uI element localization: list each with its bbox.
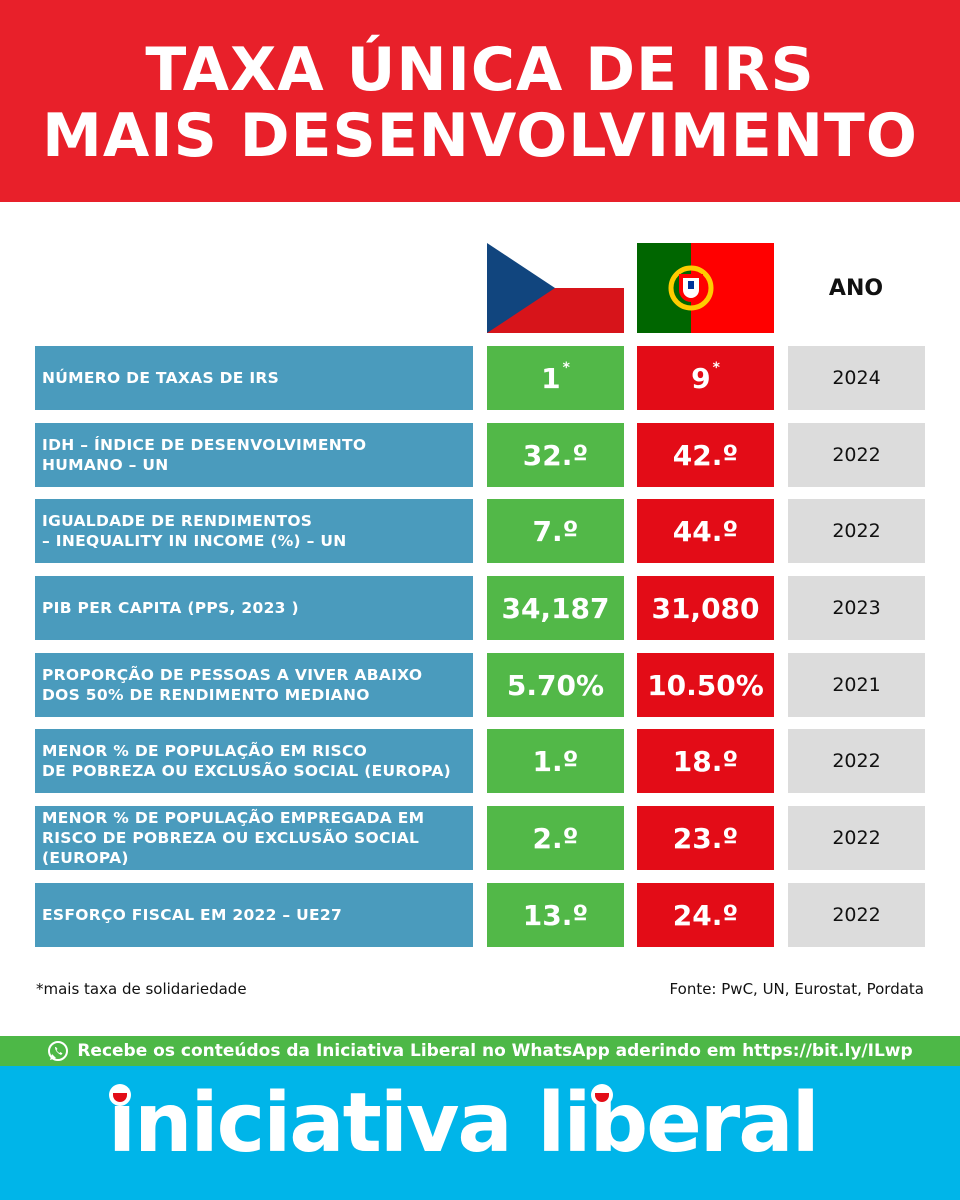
row-label-text: PIB PER CAPITA (PPS, 2023 ) bbox=[42, 599, 299, 617]
year-value-text: 2021 bbox=[832, 674, 881, 696]
table-row: PROPORÇÃO DE PESSOAS A VIVER ABAIXO DOS … bbox=[35, 653, 925, 717]
year-value-text: 2023 bbox=[832, 597, 881, 619]
czech-value-text: 32.º bbox=[522, 438, 589, 472]
table-row: IGUALDADE DE RENDIMENTOS – INEQUALITY IN… bbox=[35, 499, 925, 563]
portugal-value: 9 * bbox=[637, 346, 774, 410]
year-value: 2023 bbox=[788, 576, 925, 640]
row-label-text: PROPORÇÃO DE PESSOAS A VIVER ABAIXO DOS … bbox=[42, 666, 423, 704]
czech-value: 34,187 bbox=[487, 576, 624, 640]
row-label-text: IDH – ÍNDICE DE DESENVOLVIMENTO HUMANO –… bbox=[42, 436, 367, 474]
logo-dot-icon bbox=[591, 1084, 613, 1106]
table-row: NÚMERO DE TAXAS DE IRS 1 * 9 * 2024 bbox=[35, 346, 925, 410]
portugal-value: 24.º bbox=[637, 883, 774, 947]
footnote-mark: * bbox=[712, 360, 720, 376]
portugal-value-text: 24.º bbox=[672, 898, 739, 932]
row-label-text: MENOR % DE POPULAÇÃO EMPREGADA EM RISCO … bbox=[42, 809, 425, 867]
year-value-text: 2022 bbox=[832, 520, 881, 542]
row-label-text: ESFORÇO FISCAL EM 2022 – UE27 bbox=[42, 906, 343, 924]
portugal-value: 18.º bbox=[637, 729, 774, 793]
footnote: *mais taxa de solidariedade bbox=[36, 980, 247, 998]
brand-logo: iniciativa liberal bbox=[108, 1076, 820, 1171]
portugal-value: 42.º bbox=[637, 423, 774, 487]
year-value: 2022 bbox=[788, 806, 925, 870]
czech-value-text: 13.º bbox=[522, 898, 589, 932]
row-label: ESFORÇO FISCAL EM 2022 – UE27 bbox=[35, 883, 473, 947]
year-value: 2022 bbox=[788, 729, 925, 793]
czech-value-text: 2.º bbox=[532, 821, 579, 855]
header-banner: TAXA ÚNICA DE IRS MAIS DESENVOLVIMENTO bbox=[0, 0, 960, 202]
portugal-value: 23.º bbox=[637, 806, 774, 870]
portugal-flag-icon bbox=[637, 243, 774, 333]
portugal-value: 10.50% bbox=[637, 653, 774, 717]
year-value: 2022 bbox=[788, 423, 925, 487]
year-value: 2022 bbox=[788, 499, 925, 563]
whatsapp-text: Recebe os conteúdos da Iniciativa Libera… bbox=[77, 1041, 913, 1061]
row-label: NÚMERO DE TAXAS DE IRS bbox=[35, 346, 473, 410]
whatsapp-banner[interactable]: Recebe os conteúdos da Iniciativa Libera… bbox=[0, 1036, 960, 1066]
year-value-text: 2022 bbox=[832, 444, 881, 466]
year-value-text: 2022 bbox=[832, 827, 881, 849]
year-value-text: 2024 bbox=[832, 367, 881, 389]
year-value: 2021 bbox=[788, 653, 925, 717]
year-value-text: 2022 bbox=[832, 904, 881, 926]
czech-value: 2.º bbox=[487, 806, 624, 870]
czech-value-text: 34,187 bbox=[501, 591, 610, 625]
title-line-2: MAIS DESENVOLVIMENTO bbox=[42, 101, 918, 171]
czech-value-text: 7.º bbox=[532, 514, 579, 548]
row-label: IGUALDADE DE RENDIMENTOS – INEQUALITY IN… bbox=[35, 499, 473, 563]
portugal-value-text: 23.º bbox=[672, 821, 739, 855]
logo-dot-icon bbox=[109, 1084, 131, 1106]
czech-value-text: 1.º bbox=[532, 744, 579, 778]
row-label: PIB PER CAPITA (PPS, 2023 ) bbox=[35, 576, 473, 640]
czech-value: 32.º bbox=[487, 423, 624, 487]
czech-value: 1.º bbox=[487, 729, 624, 793]
czech-value: 1 * bbox=[487, 346, 624, 410]
portugal-value-text: 44.º bbox=[672, 514, 739, 548]
whatsapp-icon bbox=[47, 1040, 69, 1062]
source-note: Fonte: PwC, UN, Eurostat, Pordata bbox=[669, 980, 924, 998]
year-column-header: ANO bbox=[828, 276, 884, 301]
row-label-text: MENOR % DE POPULAÇÃO EM RISCO DE POBREZA… bbox=[42, 742, 452, 780]
year-value: 2022 bbox=[788, 883, 925, 947]
table-row: PIB PER CAPITA (PPS, 2023 ) 34,187 31,080 2… bbox=[35, 576, 925, 640]
czech-value: 5.70% bbox=[487, 653, 624, 717]
brand-footer bbox=[0, 1066, 960, 1200]
czech-flag-icon bbox=[487, 243, 624, 333]
portugal-value-text: 42.º bbox=[672, 438, 739, 472]
title-line-1: TAXA ÚNICA DE IRS bbox=[145, 35, 815, 105]
row-label: PROPORÇÃO DE PESSOAS A VIVER ABAIXO DOS … bbox=[35, 653, 473, 717]
row-label-text: NÚMERO DE TAXAS DE IRS bbox=[42, 369, 280, 387]
czech-value-text: 5.70% bbox=[506, 668, 605, 702]
portugal-value: 44.º bbox=[637, 499, 774, 563]
portugal-value-text: 10.50% bbox=[647, 668, 764, 702]
table-row: MENOR % DE POPULAÇÃO EM RISCO DE POBREZA… bbox=[35, 729, 925, 793]
table-row: ESFORÇO FISCAL EM 2022 – UE27 13.º 24.º 202… bbox=[35, 883, 925, 947]
portugal-value: 31,080 bbox=[637, 576, 774, 640]
table-row: MENOR % DE POPULAÇÃO EMPREGADA EM RISCO … bbox=[35, 806, 925, 870]
row-label-text: IGUALDADE DE RENDIMENTOS – INEQUALITY IN… bbox=[42, 512, 347, 550]
table-row: IDH – ÍNDICE DE DESENVOLVIMENTO HUMANO –… bbox=[35, 423, 925, 487]
year-value-text: 2022 bbox=[832, 750, 881, 772]
row-label: MENOR % DE POPULAÇÃO EM RISCO DE POBREZA… bbox=[35, 729, 473, 793]
czech-value: 13.º bbox=[487, 883, 624, 947]
footnote-mark: * bbox=[562, 360, 570, 376]
czech-value: 7.º bbox=[487, 499, 624, 563]
portugal-value-text: 31,080 bbox=[651, 591, 760, 625]
portugal-value-text: 9 bbox=[691, 361, 711, 395]
year-value: 2024 bbox=[788, 346, 925, 410]
row-label: IDH – ÍNDICE DE DESENVOLVIMENTO HUMANO –… bbox=[35, 423, 473, 487]
row-label: MENOR % DE POPULAÇÃO EMPREGADA EM RISCO … bbox=[35, 806, 473, 870]
czech-value-text: 1 bbox=[541, 361, 561, 395]
portugal-value-text: 18.º bbox=[672, 744, 739, 778]
